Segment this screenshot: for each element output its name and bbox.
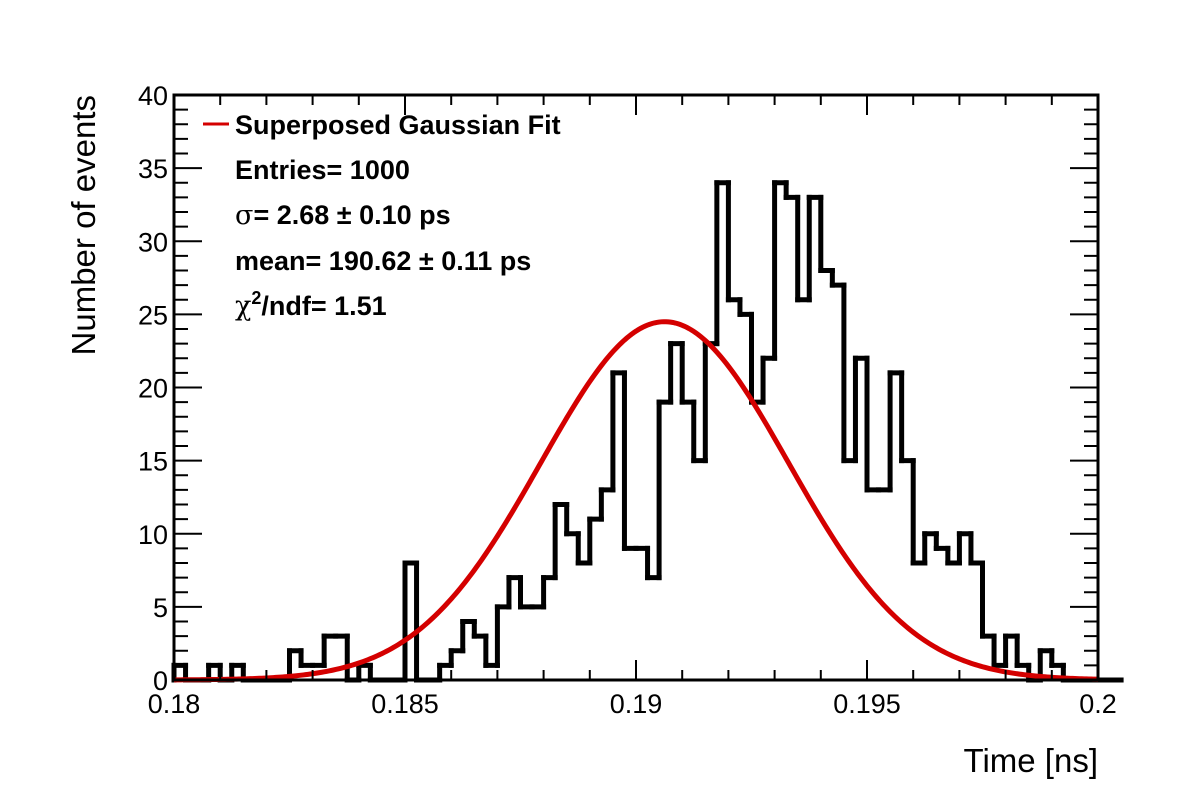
x-tick-label: 0.18 <box>148 689 201 719</box>
legend-entries: Entries= 1000 <box>235 155 410 185</box>
y-tick-label: 5 <box>153 593 168 623</box>
chi-superscript: 2 <box>251 288 261 308</box>
legend-mean: mean= 190.62 ± 0.11 ps <box>235 246 531 276</box>
y-tick-label: 35 <box>138 154 168 184</box>
legend-fit-label: Superposed Gaussian Fit <box>235 110 561 140</box>
y-tick-label: 0 <box>153 666 168 696</box>
y-tick-label: 25 <box>138 300 168 330</box>
x-tick-label: 0.195 <box>833 689 901 719</box>
x-tick-label: 0.19 <box>610 689 663 719</box>
y-tick-labels: 0 5 10 15 20 25 30 35 40 <box>138 81 168 696</box>
axis-ticks <box>173 94 1099 681</box>
fit-curve <box>173 319 1099 683</box>
x-tick-labels: 0.18 0.185 0.19 0.195 0.2 <box>148 689 1117 719</box>
x-tick-label: 0.2 <box>1079 689 1117 719</box>
y-tick-label: 20 <box>138 374 168 404</box>
y-tick-label: 10 <box>138 520 168 550</box>
sigma-value: = 2.68 ± 0.10 ps <box>253 200 450 230</box>
x-axis-title: Time [ns] <box>964 742 1098 779</box>
legend-chi2: χ2/ndf= 1.51 <box>235 288 387 322</box>
y-axis-title: Number of events <box>65 95 102 355</box>
y-tick-label: 15 <box>138 447 168 477</box>
chi-value: /ndf= 1.51 <box>261 291 386 321</box>
chi-symbol: χ <box>235 291 251 322</box>
legend: Superposed Gaussian Fit Entries= 1000 σ=… <box>203 110 561 322</box>
y-tick-label: 30 <box>138 227 168 257</box>
y-tick-label: 40 <box>138 81 168 111</box>
sigma-symbol: σ <box>235 200 253 231</box>
x-tick-label: 0.185 <box>371 689 439 719</box>
gaussian-fit <box>173 319 1099 683</box>
legend-sigma: σ= 2.68 ± 0.10 ps <box>235 200 451 231</box>
